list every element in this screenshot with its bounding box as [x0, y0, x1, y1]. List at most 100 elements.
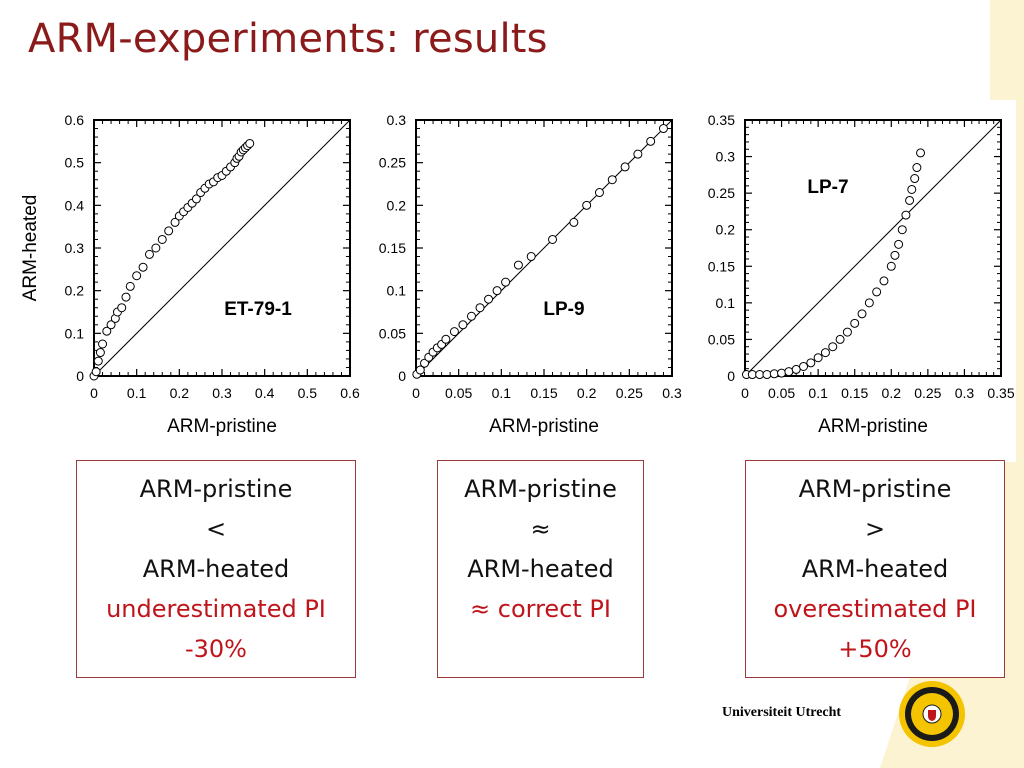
- data-point: [164, 226, 174, 236]
- data-point: [466, 311, 476, 321]
- data-point: [894, 239, 904, 249]
- data-point: [441, 334, 451, 344]
- y-tick-label: 0.3: [716, 149, 736, 165]
- sun-seal-icon: [899, 681, 965, 747]
- result-box-et-79-1: ARM-pristine < ARM-heated underestimated PI…: [76, 460, 356, 678]
- x-tick-label: 0.6: [340, 385, 360, 401]
- data-point: [492, 286, 502, 296]
- data-point: [912, 163, 922, 173]
- data-point: [157, 234, 167, 244]
- y-axis-label: ARM-heated: [20, 195, 41, 302]
- data-point: [799, 361, 809, 371]
- data-point: [125, 281, 135, 291]
- x-tick-label: 0.15: [841, 385, 868, 401]
- data-point: [513, 260, 523, 270]
- result-line: ≈: [530, 515, 551, 543]
- sample-label: ET-79-1: [224, 299, 292, 320]
- reference-line: [744, 119, 1002, 377]
- result-line: ARM-heated: [801, 555, 949, 583]
- y-tick-label: 0.6: [65, 112, 85, 128]
- result-line: <: [205, 515, 227, 543]
- result-line: >: [864, 515, 886, 543]
- data-point: [857, 309, 867, 319]
- data-point: [646, 136, 656, 146]
- x-tick-label: 0.2: [577, 385, 597, 401]
- x-tick-label: 0.1: [127, 385, 147, 401]
- data-point: [769, 369, 779, 379]
- data-point: [191, 194, 201, 204]
- x-tick-label: 0.25: [616, 385, 643, 401]
- x-tick-label: 0.35: [987, 385, 1014, 401]
- data-point: [170, 217, 180, 227]
- result-line: ≈ correct PI: [470, 595, 611, 623]
- y-tick-label: 0.2: [387, 197, 407, 213]
- chart-panel: 0 0.1 0.2 0.3 0.4 0.5 0.6 0 0.1 0.2 0.3 0.4 0.5 0.6 AR…: [8, 100, 1016, 462]
- y-tick-label: 0.5: [65, 155, 85, 171]
- data-point: [95, 348, 105, 358]
- x-tick-label: 0: [412, 385, 420, 401]
- x-tick-label: 0.2: [170, 385, 190, 401]
- data-point: [747, 370, 757, 380]
- data-point: [620, 162, 630, 172]
- x-tick-label: 0.1: [492, 385, 512, 401]
- x-axis-label: ARM-pristine: [818, 416, 928, 437]
- data-point: [842, 327, 852, 337]
- data-point: [121, 292, 131, 302]
- university-name: Universiteit Utrecht: [722, 705, 842, 720]
- data-point: [526, 252, 536, 262]
- data-point: [548, 234, 558, 244]
- data-point: [755, 370, 765, 380]
- data-point: [117, 303, 127, 313]
- data-point: [98, 339, 108, 349]
- data-point: [569, 217, 579, 227]
- data-point: [138, 262, 148, 272]
- x-tick-label: 0: [741, 385, 749, 401]
- data-point: [835, 334, 845, 344]
- x-axis-label: ARM-pristine: [489, 416, 599, 437]
- data-point: [151, 243, 161, 253]
- data-point: [93, 356, 103, 366]
- y-tick-label: 0.15: [379, 240, 406, 256]
- data-point: [901, 210, 911, 220]
- reference-line: [415, 119, 673, 377]
- result-box-lp-9: ARM-pristine ≈ ARM-heated ≈ correct PI: [437, 460, 644, 678]
- y-tick-label: 0.2: [65, 283, 85, 299]
- x-tick-label: 0.5: [298, 385, 318, 401]
- data-point: [106, 320, 116, 330]
- x-tick-label: 0.3: [212, 385, 232, 401]
- data-point: [607, 175, 617, 185]
- data-point: [762, 370, 772, 380]
- y-tick-label: 0.1: [65, 325, 85, 341]
- data-point: [907, 184, 917, 194]
- result-line: ARM-pristine: [798, 475, 952, 503]
- y-tick-label: 0: [727, 368, 735, 384]
- data-point: [102, 326, 112, 336]
- x-tick-label: 0.25: [914, 385, 941, 401]
- y-tick-label: 0.15: [708, 258, 735, 274]
- data-point: [91, 367, 101, 377]
- result-line: ARM-heated: [467, 555, 614, 583]
- data-point: [905, 195, 915, 205]
- data-point: [806, 358, 816, 368]
- data-point: [813, 353, 823, 363]
- data-point: [501, 277, 511, 287]
- sample-label: LP-9: [543, 299, 584, 320]
- data-point: [484, 294, 494, 304]
- y-tick-label: 0.2: [716, 222, 736, 238]
- y-tick-label: 0.05: [708, 331, 735, 347]
- x-tick-label: 0: [90, 385, 98, 401]
- data-point: [475, 303, 485, 313]
- plot-frame: [744, 119, 1002, 377]
- scatter-charts: 0 0.1 0.2 0.3 0.4 0.5 0.6 0 0.1 0.2 0.3 0.4 0.5 0.6 AR…: [20, 112, 1015, 437]
- data-point: [910, 174, 920, 184]
- data-point: [245, 138, 255, 148]
- data-point: [897, 225, 907, 235]
- data-point: [633, 149, 643, 159]
- result-line: +50%: [838, 635, 912, 663]
- data-point: [420, 358, 430, 368]
- data-point: [879, 276, 889, 286]
- data-point: [864, 298, 874, 308]
- result-line: ARM-pristine: [464, 475, 617, 503]
- data-point: [872, 287, 882, 297]
- data-point: [132, 271, 142, 281]
